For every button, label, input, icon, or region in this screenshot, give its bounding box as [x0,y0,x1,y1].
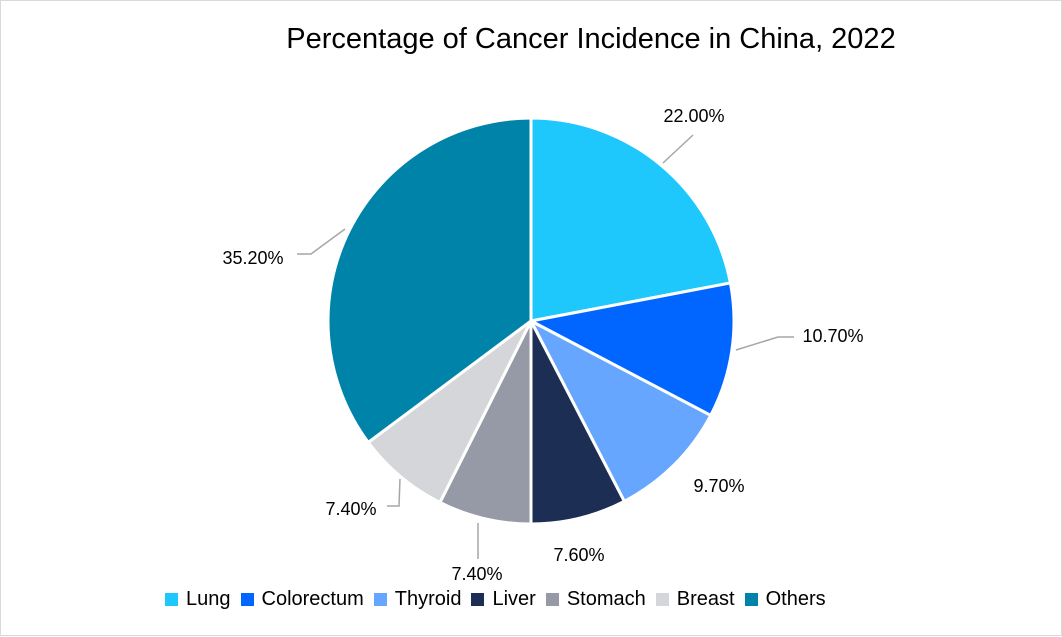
legend-label: Thyroid [394,588,462,610]
legend-item-thyroid: Thyroid [373,588,462,611]
pie-slice-lung [529,116,733,323]
data-label: 7.60% [553,545,604,565]
legend-item-liver: Liver [471,588,536,611]
leader-line [662,134,694,164]
legend-item-others: Others [744,588,826,611]
data-label: 9.70% [693,476,744,496]
legend-item-lung: Lung [165,588,231,611]
legend-swatch [165,593,178,606]
data-label: 35.20% [222,248,283,268]
leader-line [297,228,346,255]
legend-item-colorectum: Colorectum [240,588,364,611]
legend-label: Lung [186,588,231,610]
pie-slice-thyroid [527,317,713,504]
legend-item-stomach: Stomach [545,588,646,611]
data-label: 10.70% [802,326,863,346]
legend-label: Stomach [566,588,646,610]
legend-label: Colorectum [261,588,364,610]
pie-slice-others [326,116,533,445]
legend-swatch [373,593,387,606]
legend: Lung Colorectum Thyroid Liver Stomach Breast O… [165,588,836,611]
legend-swatch [744,593,758,606]
leader-line [735,336,794,351]
legend-swatch [545,593,559,606]
legend-swatch [655,593,669,606]
data-label: 7.40% [325,499,376,519]
chart-title: Percentage of Cancer Incidence in China,… [286,23,896,55]
legend-label: Others [765,588,826,610]
leader-line [387,478,401,507]
legend-swatch [471,593,485,606]
legend-label: Liver [492,588,536,610]
legend-item-breast: Breast [655,588,735,611]
data-label: 7.40% [451,564,502,584]
legend-label: Breast [676,588,735,610]
data-label: 22.00% [663,106,724,126]
legend-swatch [240,593,254,606]
pie-slice-liver [529,320,627,526]
pie-slice-colorectum [526,281,736,418]
